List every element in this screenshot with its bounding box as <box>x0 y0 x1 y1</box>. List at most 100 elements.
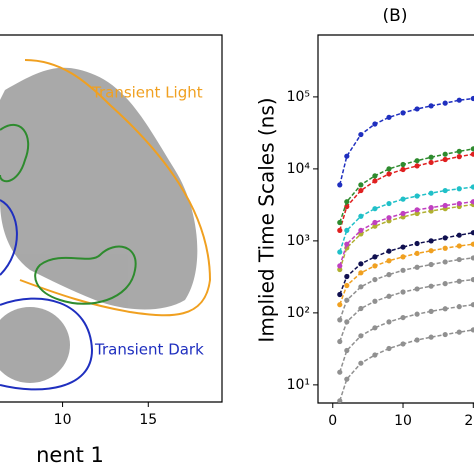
y-axis-label: Implied Time Scales (ns) <box>255 97 279 342</box>
series-point <box>470 146 474 152</box>
series-point <box>372 325 378 331</box>
annotation: Transient Dark <box>94 341 204 359</box>
series-point <box>428 204 434 211</box>
series-point <box>358 213 364 219</box>
contour-light <box>19 59 212 317</box>
series-point <box>386 272 392 278</box>
series-point <box>344 376 350 382</box>
series-point <box>372 121 378 127</box>
series-point <box>386 171 392 177</box>
contour-green-2 <box>34 245 137 305</box>
series-line <box>339 186 474 253</box>
series-point <box>442 259 448 265</box>
series-point <box>386 215 392 221</box>
series-point <box>428 334 434 340</box>
series-point <box>414 106 420 112</box>
series-point <box>442 306 448 312</box>
series-point <box>442 245 448 251</box>
series-line <box>339 203 474 270</box>
series-point <box>400 314 406 321</box>
contour-blue-1 <box>0 199 18 276</box>
series-point <box>386 345 392 352</box>
series-point <box>344 297 350 303</box>
annotation: Transient Light <box>91 84 203 102</box>
cloud-lower <box>0 307 70 383</box>
series-point <box>337 369 343 375</box>
series-point <box>456 186 462 192</box>
series-point <box>442 202 448 209</box>
series-point <box>414 210 420 217</box>
series-point <box>358 305 364 312</box>
series-point <box>470 302 474 308</box>
y-tick-label: 10⁵ <box>287 89 310 105</box>
series-point <box>470 276 474 283</box>
series-point <box>456 148 462 154</box>
series-point <box>456 278 462 284</box>
series-point <box>428 238 434 244</box>
series-point <box>386 293 392 299</box>
series-point <box>428 308 434 314</box>
series-point <box>456 97 462 103</box>
series-point <box>456 154 462 160</box>
x-tick-label: 20 <box>464 413 474 429</box>
density-cloud <box>0 67 198 383</box>
series-point <box>414 264 420 270</box>
series-point <box>337 291 343 298</box>
series-point <box>337 219 343 226</box>
series-point <box>344 153 350 159</box>
series-point <box>358 261 364 267</box>
series-point <box>358 333 364 339</box>
series-point <box>456 243 462 249</box>
series-point <box>358 227 364 233</box>
series-point <box>428 283 434 289</box>
series-point <box>400 341 406 347</box>
x-tick-label: 10 <box>394 413 412 429</box>
y-tick-label: 10² <box>287 305 310 321</box>
series-point <box>386 319 392 325</box>
series-point <box>372 178 378 184</box>
series-point <box>470 241 474 247</box>
cloud-main <box>0 67 198 310</box>
series-point <box>372 352 378 358</box>
series-point <box>400 267 406 273</box>
series-point <box>456 256 462 263</box>
series-point <box>358 187 364 194</box>
series-point <box>442 151 448 157</box>
series-point <box>456 200 462 207</box>
series-point <box>344 319 350 325</box>
series-point <box>442 281 448 287</box>
series-point <box>337 263 343 269</box>
series-point <box>400 254 406 260</box>
series-point <box>344 273 350 280</box>
series-point <box>456 329 462 335</box>
series-point <box>442 331 448 338</box>
series-point <box>372 276 378 283</box>
series-point <box>372 254 378 260</box>
series-point <box>386 200 392 207</box>
series-point <box>428 159 434 166</box>
series-point <box>456 232 462 238</box>
series-point <box>344 227 350 233</box>
series-point <box>337 182 343 188</box>
series-point <box>470 151 474 157</box>
series-point <box>358 131 364 138</box>
x-tick-label: 0 <box>328 413 337 429</box>
series-point <box>337 249 343 255</box>
series-line <box>339 303 474 373</box>
series-point <box>337 317 343 323</box>
y-tick-label: 10¹ <box>287 377 310 393</box>
series-line <box>339 97 474 186</box>
series-point <box>344 241 350 247</box>
x-tick-label: 15 <box>139 412 157 428</box>
series-point <box>456 304 462 310</box>
series-point <box>358 182 364 188</box>
series-point <box>344 282 350 289</box>
series-point <box>372 263 378 269</box>
series-point <box>470 199 474 205</box>
series-point <box>470 184 474 190</box>
series-point <box>414 337 420 343</box>
y-tick-label: 10⁴ <box>287 161 311 177</box>
series-point <box>442 156 448 163</box>
series-point <box>414 286 420 292</box>
series-point <box>470 230 474 236</box>
